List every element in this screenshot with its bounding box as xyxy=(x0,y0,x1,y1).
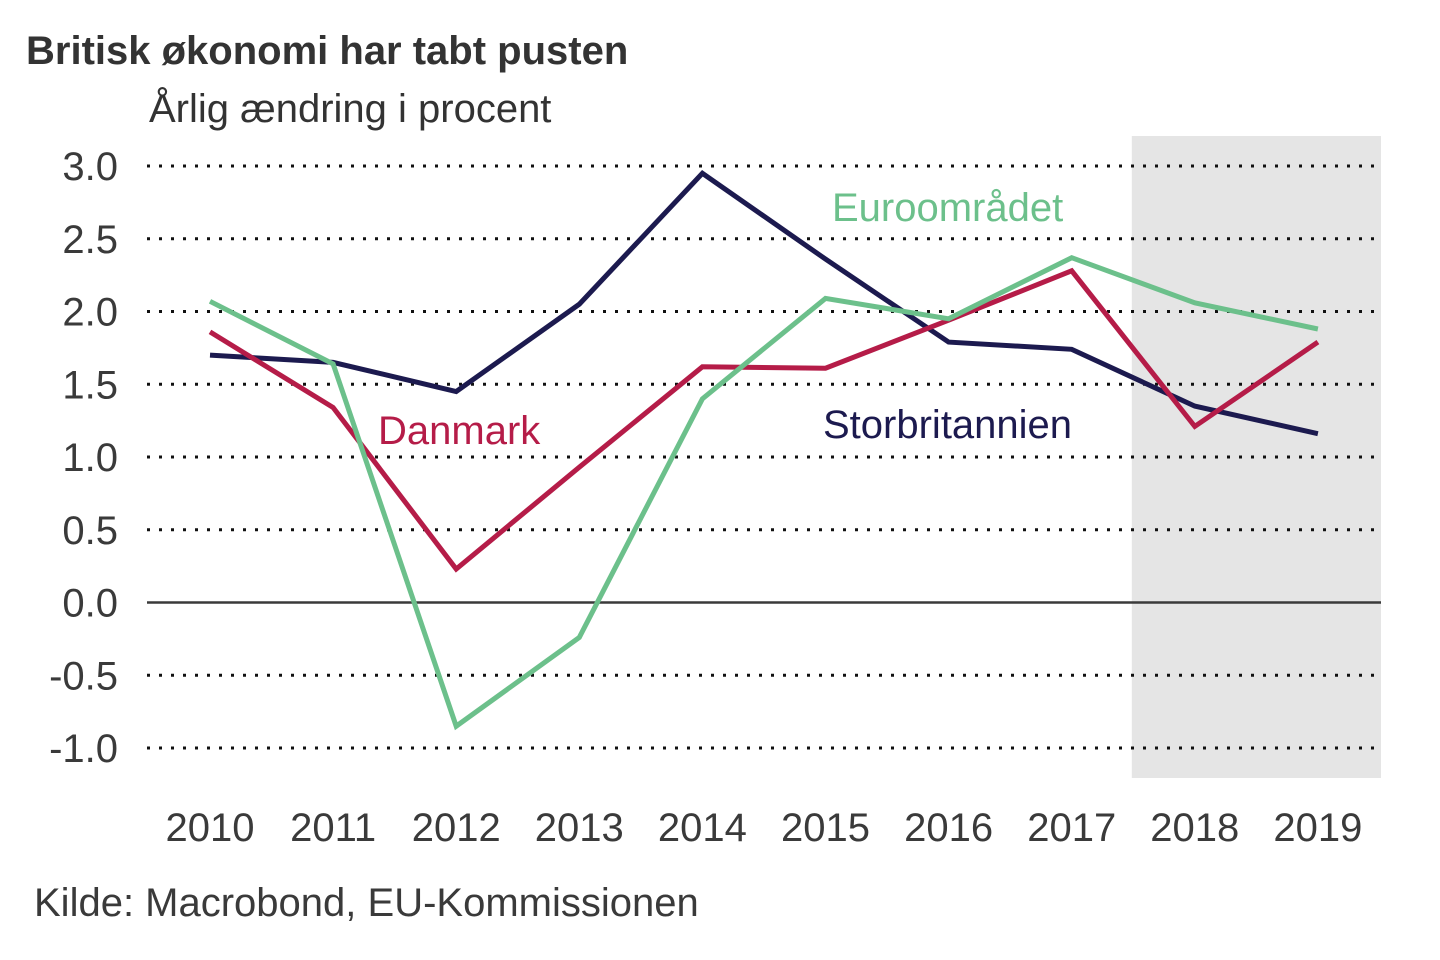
y-tick-label: 2.0 xyxy=(62,291,118,335)
y-tick-label: 0.5 xyxy=(62,509,118,553)
y-axis-ticks: 3.0 2.5 2.0 1.5 1.0 0.5 0.0 -0.5 -1.0 xyxy=(49,145,118,771)
series-label-euroomradet: Euroområdet xyxy=(832,186,1063,230)
x-tick-label: 2011 xyxy=(290,806,376,850)
y-tick-label: 3.0 xyxy=(62,145,118,189)
series-line-danmark xyxy=(208,267,1320,573)
gridlines xyxy=(147,164,1381,750)
series-line-euroomradet xyxy=(208,254,1319,731)
x-tick-label: 2014 xyxy=(658,806,747,850)
y-tick-label: 2.5 xyxy=(62,218,118,262)
y-tick-label: -1.0 xyxy=(49,727,118,771)
x-tick-label: 2018 xyxy=(1150,806,1239,850)
y-tick-label: 1.0 xyxy=(62,436,118,480)
series-label-storbritannien: Storbritannien xyxy=(823,403,1072,447)
x-tick-label: 2016 xyxy=(904,806,993,850)
x-axis-ticks: 2010 2011 2012 2013 2014 2015 2016 2017 2018 2019 xyxy=(166,806,1363,850)
x-tick-label: 2013 xyxy=(535,806,624,850)
forecast-shading xyxy=(1131,136,1381,778)
x-tick-label: 2019 xyxy=(1273,806,1362,850)
series-lines xyxy=(208,170,1320,731)
x-tick-label: 2010 xyxy=(166,806,255,850)
series-line-storbritannien xyxy=(209,170,1319,437)
y-tick-label: 1.5 xyxy=(62,363,118,407)
y-tick-label: -0.5 xyxy=(49,654,118,698)
y-tick-label: 0.0 xyxy=(62,582,118,626)
x-tick-label: 2012 xyxy=(412,806,501,850)
source-note: Kilde: Macrobond, EU-Kommissionen xyxy=(34,881,699,925)
x-tick-label: 2017 xyxy=(1027,806,1116,850)
series-label-danmark: Danmark xyxy=(378,409,541,453)
chart-subtitle: Årlig ændring i procent xyxy=(149,86,551,131)
x-tick-label: 2015 xyxy=(781,806,870,850)
chart-title: Britisk økonomi har tabt pusten xyxy=(26,29,628,73)
